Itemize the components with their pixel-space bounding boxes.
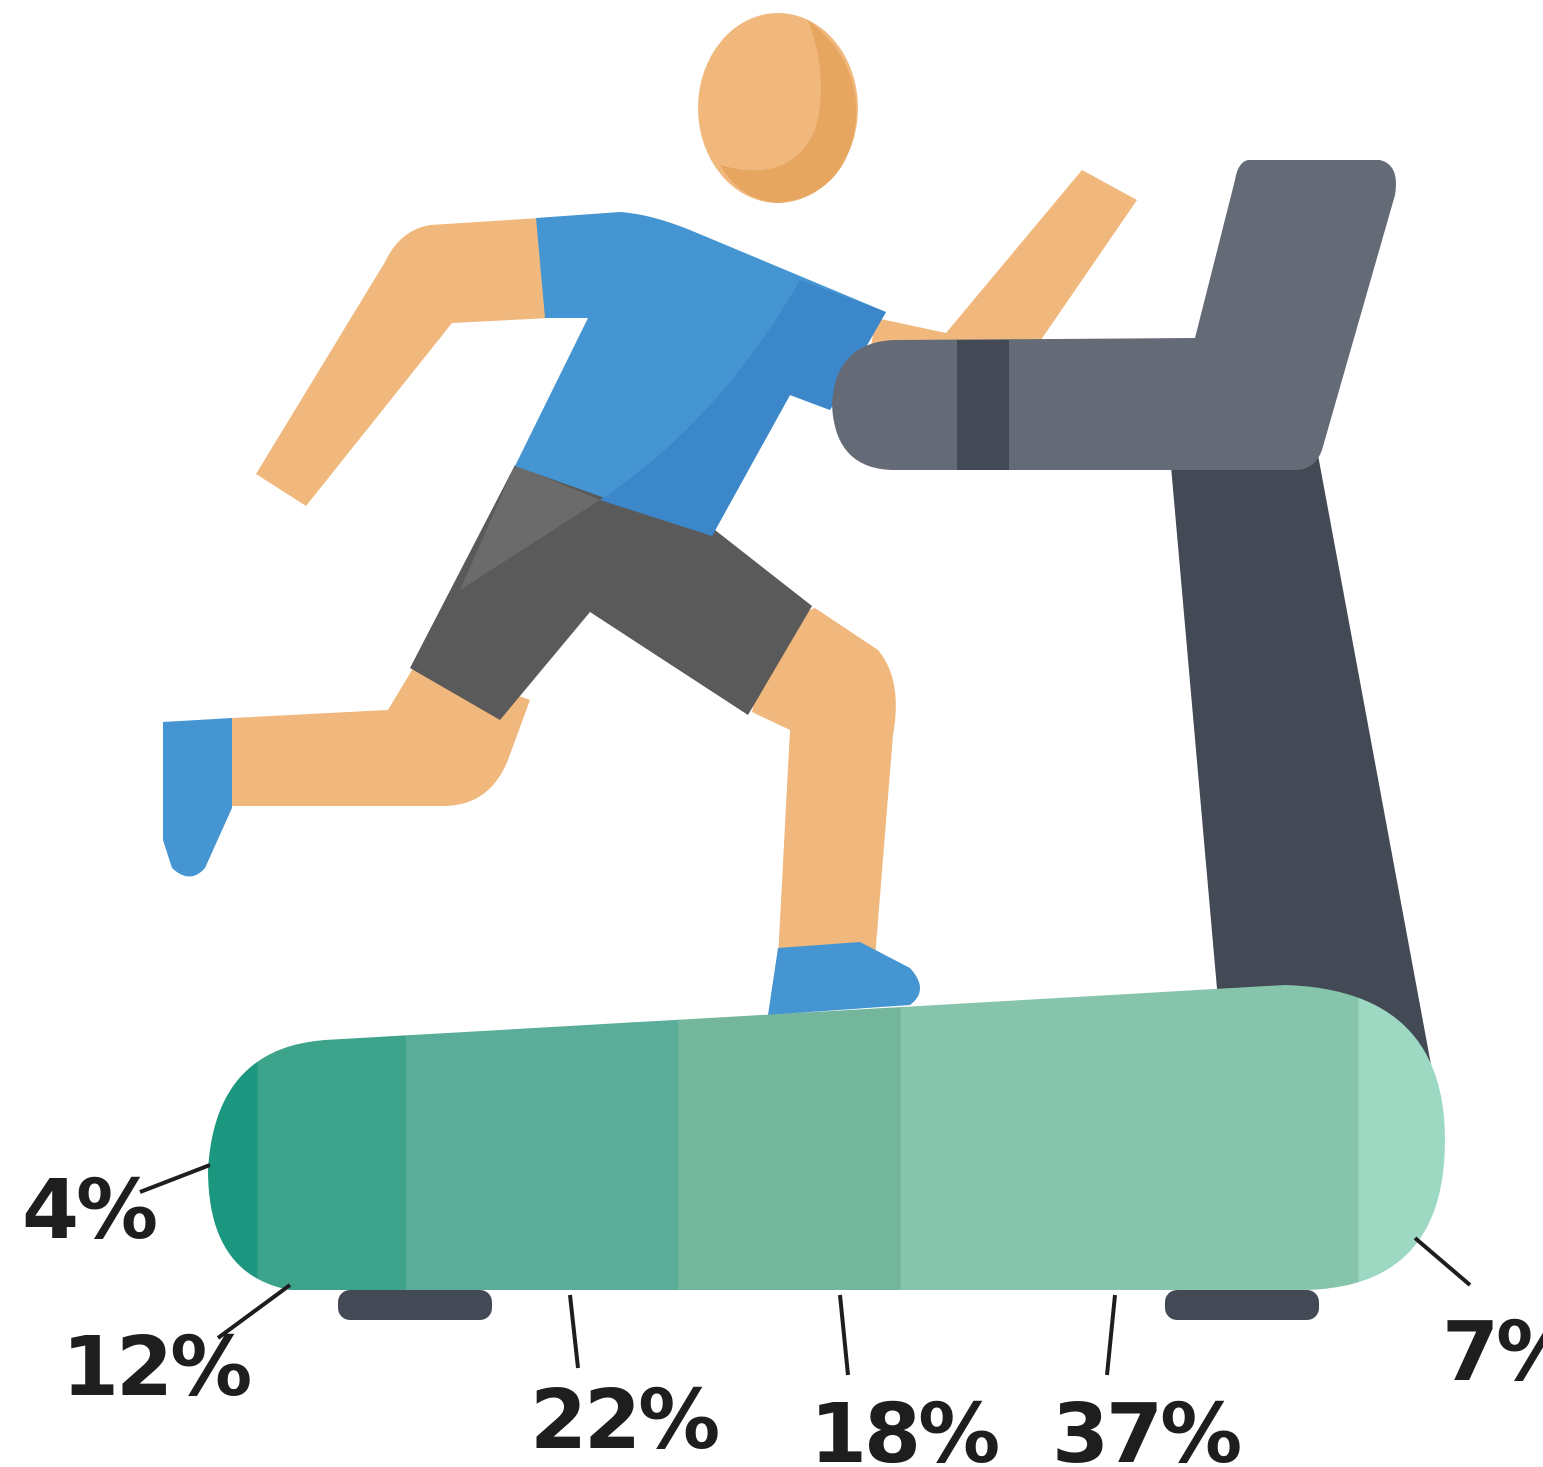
leader-line <box>139 1163 211 1194</box>
data-label: 37% <box>1052 1387 1240 1467</box>
treadmill-console-grip <box>957 340 1009 470</box>
treadmill-foot-right <box>1165 1290 1319 1320</box>
belt-segment <box>208 985 259 1290</box>
runner-back-arm <box>256 218 590 506</box>
leader-line <box>838 1294 850 1376</box>
runner-shirt-shadow <box>600 280 886 536</box>
belt-segment <box>257 985 407 1290</box>
data-label: 12% <box>62 1320 250 1415</box>
belt-segment <box>678 985 902 1290</box>
leader-line <box>1413 1236 1472 1287</box>
belt-segment <box>405 985 679 1290</box>
runner-shorts-highlight <box>460 465 600 590</box>
treadmill-foot-left <box>338 1290 492 1320</box>
data-labels: 4% 12% 22% 18% 37% 7% <box>22 1163 1543 1467</box>
leader-line <box>1105 1294 1117 1376</box>
runner-head-shadow <box>720 20 857 203</box>
data-label: 22% <box>530 1373 718 1467</box>
runner-back-leg <box>232 660 530 806</box>
treadmill-upright <box>1170 455 1432 1110</box>
treadmill-belt <box>208 985 1445 1290</box>
data-label: 4% <box>22 1163 156 1258</box>
leader-line <box>216 1283 292 1340</box>
leader-line <box>568 1294 580 1369</box>
label-leader-lines <box>139 1163 1472 1376</box>
runner-front-shoe <box>768 942 920 1015</box>
data-label: 18% <box>810 1387 998 1467</box>
runner-back-shoe <box>163 718 232 877</box>
runner-front-leg <box>752 608 896 958</box>
runner-on-treadmill-icon <box>163 13 1445 1320</box>
belt-segment <box>900 985 1360 1290</box>
data-label: 7% <box>1442 1305 1543 1400</box>
